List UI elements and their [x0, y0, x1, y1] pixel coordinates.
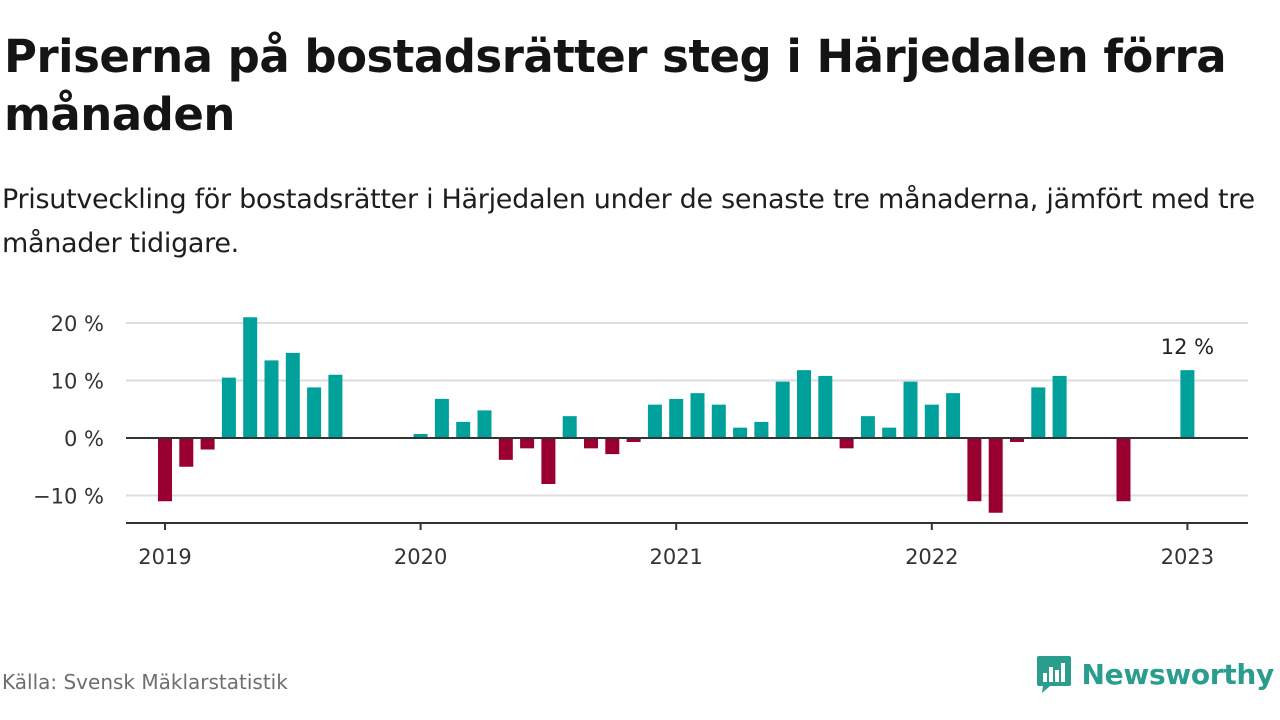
- bar-chart: −10 % 0 % 10 % 20 % 2019 2020 2021 2022 2023 12…: [33, 312, 1248, 569]
- bar-positive: [754, 421, 769, 438]
- bar-negative: [605, 438, 620, 455]
- bar-positive: [690, 393, 705, 438]
- chart-title: Priserna på bostadsrätter steg i Härjeda…: [4, 30, 1227, 141]
- x-tick-label: 2021: [649, 545, 702, 569]
- data-label: 12 %: [1161, 335, 1214, 359]
- bar-negative: [179, 438, 194, 467]
- x-tick-label: 2020: [394, 545, 447, 569]
- x-tick-label: 2019: [138, 545, 191, 569]
- bars: [158, 317, 1195, 513]
- x-axis-labels: 2019 2020 2021 2022 2023: [138, 523, 1214, 569]
- brand-name: Newsworthy: [1081, 657, 1275, 691]
- bar-positive: [307, 387, 322, 438]
- bar-negative: [1010, 438, 1024, 443]
- bar-positive: [285, 352, 300, 438]
- bar-negative: [988, 438, 1003, 513]
- bar-positive: [456, 421, 471, 438]
- annotations: 12 %: [1161, 335, 1214, 359]
- bar-positive: [1052, 375, 1067, 438]
- bar-positive: [903, 381, 918, 438]
- bar-positive: [221, 377, 236, 438]
- bar-negative: [158, 438, 172, 502]
- bar-positive: [775, 381, 790, 438]
- bar-positive: [818, 375, 833, 438]
- y-tick-label: 10 %: [51, 370, 104, 394]
- bar-positive: [711, 404, 726, 438]
- bar-positive: [882, 427, 897, 438]
- x-tick-label: 2023: [1161, 545, 1214, 569]
- bar-positive: [924, 404, 939, 438]
- bar-positive: [477, 410, 492, 438]
- bar-positive: [860, 416, 875, 438]
- bar-positive: [647, 404, 662, 438]
- bar-positive: [328, 374, 343, 438]
- bar-positive: [1180, 370, 1195, 438]
- bar-negative: [541, 438, 556, 484]
- bar-negative: [584, 438, 598, 449]
- bar-positive: [243, 317, 258, 438]
- y-tick-label: 0 %: [64, 427, 104, 451]
- y-axis-labels: −10 % 0 % 10 % 20 %: [33, 312, 104, 509]
- bar-positive: [733, 427, 748, 438]
- newsworthy-logo-icon: [1036, 656, 1071, 693]
- bar-positive: [1031, 387, 1046, 438]
- bar-positive: [946, 393, 961, 438]
- bar-positive: [562, 416, 577, 438]
- y-tick-label: −10 %: [33, 485, 104, 509]
- source-note: Källa: Svensk Mäklarstatistik: [2, 670, 288, 694]
- bar-negative: [520, 438, 535, 449]
- bar-negative: [626, 438, 641, 443]
- chart-subtitle: Prisutveckling för bostadsrätter i Härje…: [2, 184, 1255, 259]
- y-tick-label: 20 %: [51, 312, 104, 336]
- brand-logo: Newsworthy: [1036, 652, 1274, 696]
- bar-negative: [1116, 438, 1131, 502]
- x-tick-label: 2022: [905, 545, 958, 569]
- axes: [126, 437, 1248, 524]
- bar-negative: [498, 438, 513, 460]
- bar-positive: [264, 360, 279, 438]
- bar-positive: [669, 398, 684, 438]
- bar-negative: [967, 438, 982, 502]
- bar-positive: [797, 370, 811, 438]
- bar-negative: [200, 438, 215, 450]
- bar-positive: [434, 398, 449, 438]
- bar-negative: [839, 438, 854, 449]
- bar-positive: [413, 433, 428, 438]
